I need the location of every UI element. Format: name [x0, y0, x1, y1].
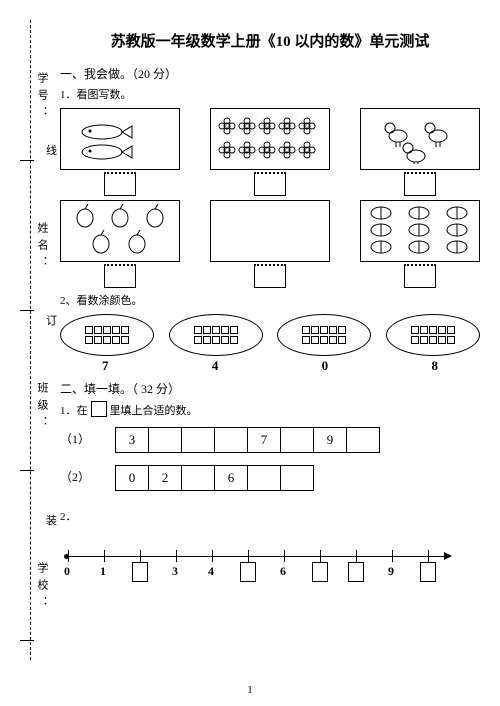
numline-tick — [248, 550, 249, 562]
section-2-heading: 二、填一填。（ 32 分） — [60, 380, 480, 397]
numline-label: 4 — [208, 564, 214, 579]
numline-label: 1 — [100, 564, 106, 579]
picture-box-apples — [60, 200, 180, 262]
answer-box[interactable] — [254, 172, 286, 196]
numline-tick — [392, 550, 393, 562]
margin-student-id: 学号： — [34, 70, 50, 125]
numline-tick — [356, 550, 357, 562]
picture-box-flowers — [210, 108, 330, 170]
margin-line — [20, 470, 34, 471]
numline-tick — [68, 550, 69, 562]
numline-fill-box[interactable] — [420, 562, 436, 582]
margin-name: 姓名： — [34, 220, 50, 275]
fill-cell[interactable]: 7 — [247, 427, 281, 453]
section-1-heading: 一、我会做。（20 分） — [60, 65, 480, 82]
oval-number: 8 — [431, 358, 438, 374]
chick-icon — [370, 114, 470, 164]
fill-cell[interactable]: 3 — [115, 427, 149, 453]
margin-line — [20, 160, 34, 161]
fill-cell[interactable] — [247, 465, 281, 491]
peach-icon — [363, 203, 477, 259]
fill-cell[interactable]: 0 — [115, 465, 149, 491]
margin-class: 班级： — [34, 380, 50, 435]
numline-tick — [140, 550, 141, 562]
answer-box[interactable] — [404, 264, 436, 288]
fill-cell[interactable] — [346, 427, 380, 453]
task-1-2-label: 2、看数涂颜色。 — [60, 292, 480, 308]
color-oval[interactable] — [169, 314, 263, 356]
picture-box-peaches — [360, 200, 480, 262]
numline-label: 0 — [64, 564, 70, 579]
numline-tick — [212, 550, 213, 562]
answer-box[interactable] — [104, 264, 136, 288]
row-label-1: （1） — [60, 430, 86, 447]
page-body: 苏教版一年级数学上册《10 以内的数》单元测试 一、我会做。（20 分） 1．看… — [60, 30, 480, 596]
answer-box[interactable] — [104, 172, 136, 196]
fill-cell[interactable] — [280, 465, 314, 491]
binding-margin: 学号： 线 姓名： 订 班级： 装 学校： — [20, 20, 60, 660]
answer-row-2 — [60, 264, 480, 288]
color-oval[interactable] — [386, 314, 480, 356]
picture-box-empty — [210, 200, 330, 262]
numline-label: 9 — [388, 564, 394, 579]
apple-icon — [65, 204, 175, 258]
numline-tick — [176, 550, 177, 562]
margin-char-zhuang: 装 — [46, 510, 57, 530]
page-number: 1 — [0, 684, 500, 696]
answer-box[interactable] — [404, 172, 436, 196]
numline-tick — [428, 550, 429, 562]
fill-cell[interactable] — [214, 427, 248, 453]
task21-prefix: 1．在 — [60, 405, 88, 417]
margin-char-ding: 订 — [46, 310, 57, 330]
margin-line — [20, 310, 34, 311]
answer-box[interactable] — [254, 264, 286, 288]
task-1-1-label: 1．看图写数。 — [60, 86, 480, 102]
oval-numbers: 7 4 0 8 — [60, 358, 480, 374]
fill-row-1: （1） 3 7 9 — [60, 424, 480, 456]
numline-fill-box[interactable] — [312, 562, 328, 582]
row-label-2: （2） — [60, 468, 86, 485]
fill-cell[interactable]: 9 — [313, 427, 347, 453]
margin-char-xian: 线 — [46, 140, 57, 160]
picture-box-fish — [60, 108, 180, 170]
picture-box-chicks — [360, 108, 480, 170]
oval-number: 7 — [102, 358, 109, 374]
fill-cell[interactable] — [181, 465, 215, 491]
picture-row-1 — [60, 108, 480, 170]
inline-box-icon — [91, 401, 107, 417]
task21-suffix: 里填上合适的数。 — [110, 405, 198, 417]
fill-cell[interactable]: 6 — [214, 465, 248, 491]
fill-cell[interactable] — [148, 427, 182, 453]
numline-fill-box[interactable] — [240, 562, 256, 582]
fill-cell[interactable]: 2 — [148, 465, 182, 491]
fill-cell[interactable] — [280, 427, 314, 453]
numline-fill-box[interactable] — [348, 562, 364, 582]
numline-tick — [284, 550, 285, 562]
task-2-1-label: 1．在 里填上合适的数。 — [60, 401, 480, 418]
oval-row — [60, 314, 480, 356]
task-2-2-label: 2． — [60, 508, 480, 524]
color-oval[interactable] — [277, 314, 371, 356]
answer-row-1 — [60, 172, 480, 196]
fill-cell[interactable] — [181, 427, 215, 453]
oval-number: 0 — [322, 358, 329, 374]
margin-line — [20, 640, 34, 641]
oval-number: 4 — [212, 358, 219, 374]
margin-school: 学校： — [34, 560, 50, 615]
numline-axis — [66, 556, 446, 557]
page-title: 苏教版一年级数学上册《10 以内的数》单元测试 — [60, 30, 480, 51]
fish-icon — [70, 114, 170, 164]
picture-row-2 — [60, 200, 480, 262]
color-oval[interactable] — [60, 314, 154, 356]
fill-row-2: （2） 02 6 — [60, 462, 480, 494]
numline-tick — [320, 550, 321, 562]
numline-tick — [104, 550, 105, 562]
numline-arrow-icon — [444, 552, 452, 560]
flower-icon — [215, 114, 325, 164]
number-line: 0 1 3 4 6 9 — [60, 546, 460, 596]
numline-label: 6 — [280, 564, 286, 579]
numline-label: 3 — [172, 564, 178, 579]
numline-fill-box[interactable] — [132, 562, 148, 582]
